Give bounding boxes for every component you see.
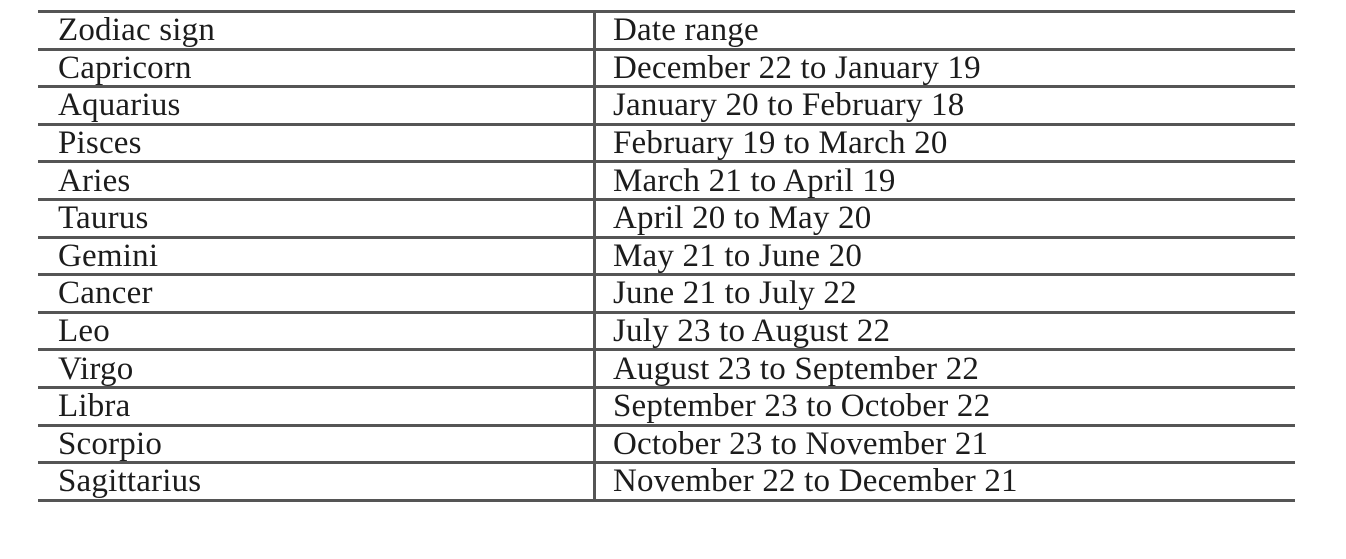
date-range-cell: December 22 to January 19 [593, 47, 1295, 87]
sign-cell: Libra [38, 385, 595, 426]
table-row: Taurus April 20 to May 20 [38, 197, 1295, 238]
table-row: Aries March 21 to April 19 [38, 160, 1295, 200]
table-row: Pisces February 19 to March 20 [38, 122, 1295, 162]
sign-cell: Capricorn [38, 47, 595, 87]
table-row: Capricorn December 22 to January 19 [38, 47, 1295, 87]
zodiac-table: Zodiac sign Date range Capricorn Decembe… [38, 10, 1295, 502]
sign-cell: Leo [38, 310, 595, 350]
table-row: Scorpio October 23 to November 21 [38, 423, 1295, 463]
sign-cell: Cancer [38, 273, 595, 313]
table-row: Leo July 23 to August 22 [38, 310, 1295, 350]
table-row: Cancer June 21 to July 22 [38, 273, 1295, 313]
date-range-cell: May 21 to June 20 [593, 235, 1295, 275]
table-row: Aquarius January 20 to February 18 [38, 85, 1295, 125]
date-range-cell: November 22 to December 21 [593, 461, 1295, 501]
sign-cell: Aquarius [38, 85, 595, 125]
date-range-cell: August 23 to September 22 [593, 348, 1295, 388]
date-range-cell: April 20 to May 20 [593, 197, 1295, 238]
date-range-cell: September 23 to October 22 [593, 385, 1295, 426]
date-range-cell: October 23 to November 21 [593, 423, 1295, 463]
date-range-cell: March 21 to April 19 [593, 160, 1295, 200]
sign-cell: Pisces [38, 122, 595, 162]
sign-cell: Sagittarius [38, 461, 595, 501]
sign-cell: Taurus [38, 197, 595, 238]
sign-cell: Aries [38, 160, 595, 200]
sign-cell: Scorpio [38, 423, 595, 463]
sign-cell: Gemini [38, 235, 595, 275]
header-date-range: Date range [593, 11, 1295, 50]
table-row: Libra September 23 to October 22 [38, 385, 1295, 426]
sign-cell: Virgo [38, 348, 595, 388]
date-range-cell: July 23 to August 22 [593, 310, 1295, 350]
header-zodiac-sign: Zodiac sign [58, 12, 216, 49]
table-row: Gemini May 21 to June 20 [38, 235, 1295, 275]
header-row: Zodiac sign Date range [38, 11, 1295, 50]
table-row: Sagittarius November 22 to December 21 [38, 461, 1295, 501]
table-row: Virgo August 23 to September 22 [38, 348, 1295, 388]
date-range-cell: February 19 to March 20 [593, 122, 1295, 162]
date-range-cell: January 20 to February 18 [593, 85, 1295, 125]
date-range-cell: June 21 to July 22 [593, 273, 1295, 313]
